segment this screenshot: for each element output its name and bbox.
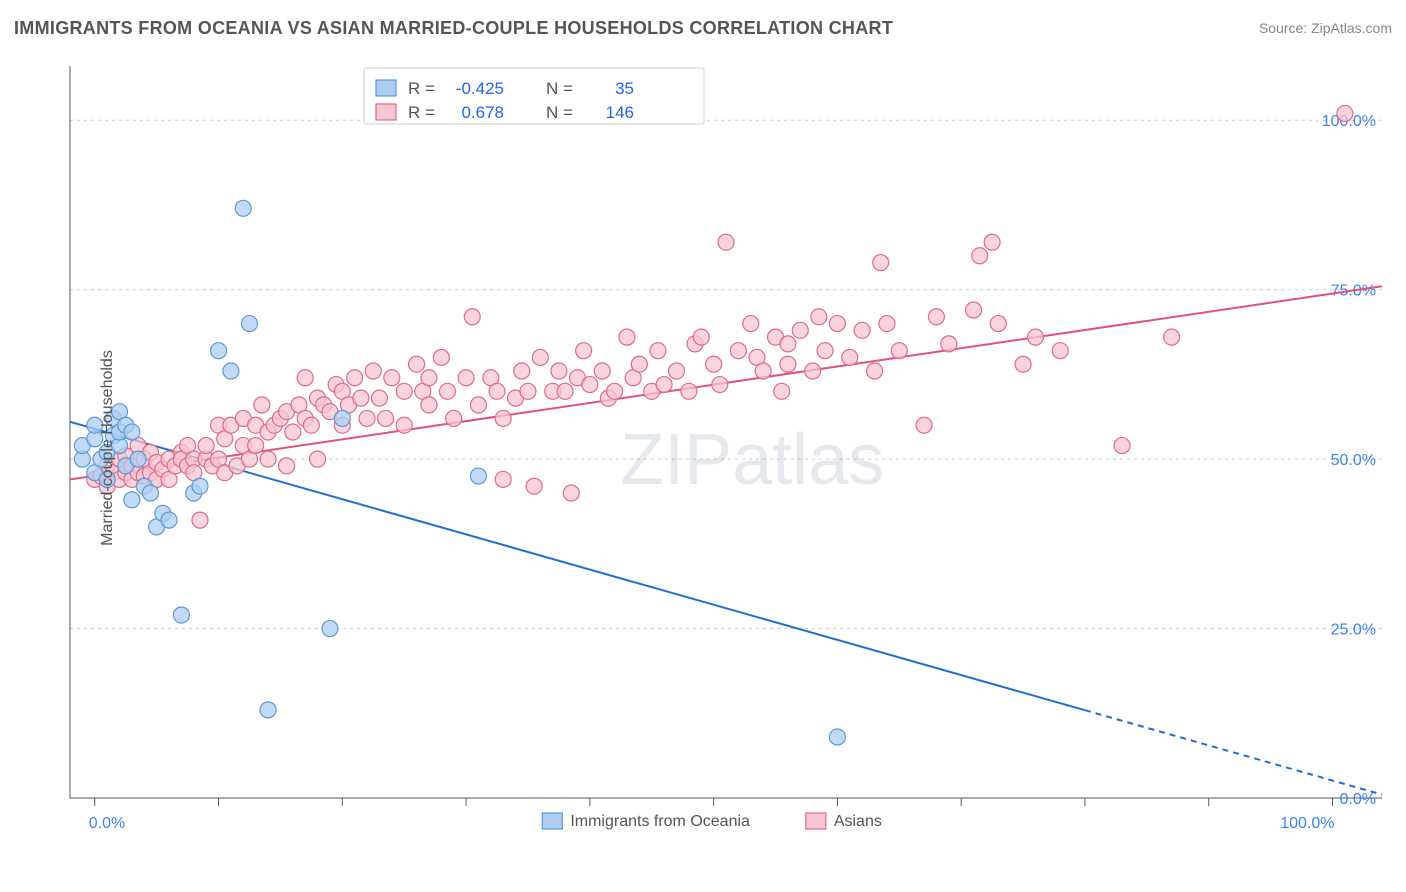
svg-text:-0.425: -0.425 [456, 79, 504, 98]
source-prefix: Source: [1259, 20, 1311, 36]
source-label: Source: ZipAtlas.com [1259, 20, 1392, 36]
correlation-legend: R = -0.425 N = 35 R = 0.678 N = 146 [364, 68, 704, 124]
series-legend: Immigrants from Oceania Asians [542, 813, 882, 830]
svg-text:50.0%: 50.0% [1331, 452, 1376, 469]
svg-text:N =: N = [546, 103, 573, 122]
source-link[interactable]: ZipAtlas.com [1311, 20, 1392, 36]
y-axis-label: Married-couple Households [99, 350, 117, 546]
svg-text:N =: N = [546, 79, 573, 98]
svg-text:Immigrants from Oceania: Immigrants from Oceania [570, 813, 750, 830]
header: IMMIGRANTS FROM OCEANIA VS ASIAN MARRIED… [14, 18, 1392, 48]
svg-text:25.0%: 25.0% [1331, 622, 1376, 639]
svg-text:R =: R = [408, 103, 435, 122]
chart-area: Married-couple Households ZIPatlas0.0%25… [14, 58, 1392, 838]
svg-text:146: 146 [606, 103, 634, 122]
svg-text:R =: R = [408, 79, 435, 98]
svg-text:0.0%: 0.0% [1340, 791, 1376, 808]
svg-text:35: 35 [615, 79, 634, 98]
svg-text:0.0%: 0.0% [89, 815, 125, 832]
svg-text:ZIPatlas: ZIPatlas [620, 420, 884, 500]
scatter-chart: ZIPatlas0.0%25.0%50.0%75.0%100.0%R =-0.4… [14, 58, 1392, 838]
svg-text:0.678: 0.678 [461, 103, 504, 122]
page-title: IMMIGRANTS FROM OCEANIA VS ASIAN MARRIED… [14, 18, 893, 38]
svg-text:100.0%: 100.0% [1280, 815, 1334, 832]
svg-text:Asians: Asians [834, 813, 882, 830]
